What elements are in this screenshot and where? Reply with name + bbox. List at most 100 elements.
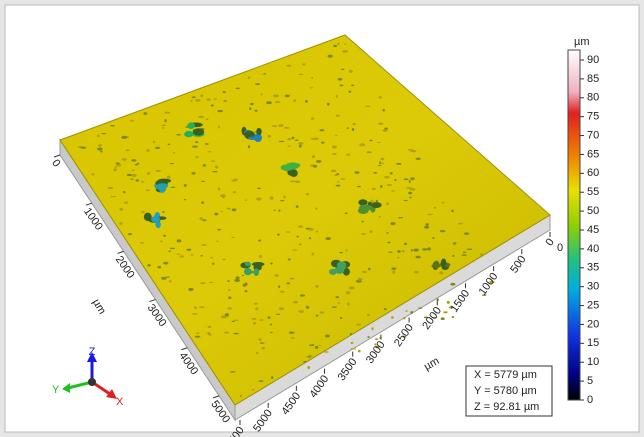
pit bbox=[462, 254, 467, 256]
pit bbox=[300, 294, 305, 296]
pit bbox=[292, 249, 298, 250]
colorbar-tick-label: 75 bbox=[587, 111, 599, 123]
pit bbox=[201, 201, 204, 204]
pit bbox=[298, 225, 303, 228]
pit bbox=[443, 311, 447, 313]
colorbar-tick-label: 25 bbox=[587, 299, 599, 311]
pit bbox=[215, 166, 218, 169]
pit bbox=[351, 85, 354, 87]
pit bbox=[414, 271, 419, 274]
pit bbox=[390, 222, 395, 225]
pit bbox=[123, 191, 126, 193]
pit bbox=[214, 213, 218, 216]
pit bbox=[441, 317, 445, 320]
pit bbox=[306, 356, 311, 357]
pit bbox=[332, 153, 337, 155]
pit bbox=[200, 94, 203, 97]
pit bbox=[200, 255, 203, 256]
pit bbox=[177, 239, 182, 242]
pit bbox=[425, 223, 428, 226]
pit bbox=[248, 145, 250, 148]
pit bbox=[391, 316, 394, 318]
pit bbox=[418, 307, 422, 308]
pit bbox=[288, 258, 291, 260]
pit bbox=[352, 123, 356, 125]
pit bbox=[359, 143, 365, 146]
pit bbox=[346, 154, 350, 156]
pit bbox=[378, 122, 384, 125]
pit bbox=[195, 99, 200, 102]
pit bbox=[113, 168, 117, 171]
page: 0100020003000400050005500500045004000350… bbox=[0, 0, 644, 437]
pit bbox=[316, 160, 322, 163]
pit bbox=[305, 100, 308, 103]
pit bbox=[295, 139, 299, 141]
pit bbox=[201, 181, 205, 182]
pit bbox=[162, 127, 164, 129]
pit bbox=[191, 254, 194, 256]
pit bbox=[212, 262, 214, 264]
pit bbox=[108, 187, 113, 188]
pit bbox=[278, 285, 280, 288]
pit bbox=[403, 317, 405, 319]
pit bbox=[242, 275, 245, 276]
pit bbox=[224, 332, 230, 334]
pit bbox=[367, 336, 370, 338]
pit bbox=[361, 221, 363, 223]
pit bbox=[249, 107, 251, 110]
pit bbox=[285, 95, 290, 98]
defect bbox=[193, 128, 204, 135]
pit bbox=[383, 109, 385, 112]
pit bbox=[233, 191, 236, 193]
pit bbox=[258, 338, 261, 341]
pit bbox=[184, 199, 187, 200]
pit bbox=[199, 306, 205, 308]
pit bbox=[452, 316, 454, 318]
pit bbox=[140, 242, 144, 243]
pit bbox=[153, 141, 155, 144]
pit bbox=[287, 138, 291, 140]
pit bbox=[280, 200, 285, 201]
pit bbox=[347, 303, 350, 306]
pit bbox=[380, 158, 384, 161]
defect bbox=[337, 261, 346, 268]
colorbar bbox=[568, 50, 580, 400]
pit bbox=[259, 319, 264, 321]
pit bbox=[164, 112, 170, 114]
pit bbox=[274, 209, 276, 211]
pit bbox=[190, 100, 192, 102]
pit bbox=[125, 149, 129, 151]
pit bbox=[331, 170, 336, 173]
pit bbox=[341, 69, 344, 70]
colorbar-tick-label: 45 bbox=[587, 224, 599, 236]
colorbar-tick-label: 10 bbox=[587, 356, 599, 368]
pit bbox=[255, 307, 258, 310]
pit bbox=[171, 187, 176, 188]
pit bbox=[336, 115, 340, 117]
pit bbox=[340, 317, 342, 319]
pit bbox=[180, 255, 185, 257]
triad-z: Z bbox=[89, 346, 96, 358]
pit bbox=[141, 211, 145, 214]
pit bbox=[290, 278, 295, 280]
pit bbox=[372, 188, 376, 190]
info: X = 5779 µmY = 5780 µmZ = 92.81 µm bbox=[474, 369, 539, 413]
pit bbox=[295, 180, 301, 183]
pit bbox=[291, 337, 295, 339]
pit bbox=[378, 96, 382, 98]
pit bbox=[209, 282, 213, 283]
pit bbox=[325, 334, 330, 337]
pit bbox=[257, 188, 261, 189]
pit bbox=[321, 141, 324, 143]
pit bbox=[309, 237, 312, 239]
pit bbox=[240, 395, 242, 398]
pit bbox=[292, 137, 295, 140]
pit bbox=[333, 45, 337, 47]
pit bbox=[397, 250, 401, 253]
pit bbox=[119, 222, 122, 225]
colorbar-tick-label: 65 bbox=[587, 148, 599, 160]
pit bbox=[173, 152, 176, 154]
pit bbox=[230, 371, 236, 373]
info-line: Y = 5780 µm bbox=[474, 385, 537, 397]
pit bbox=[467, 248, 473, 250]
